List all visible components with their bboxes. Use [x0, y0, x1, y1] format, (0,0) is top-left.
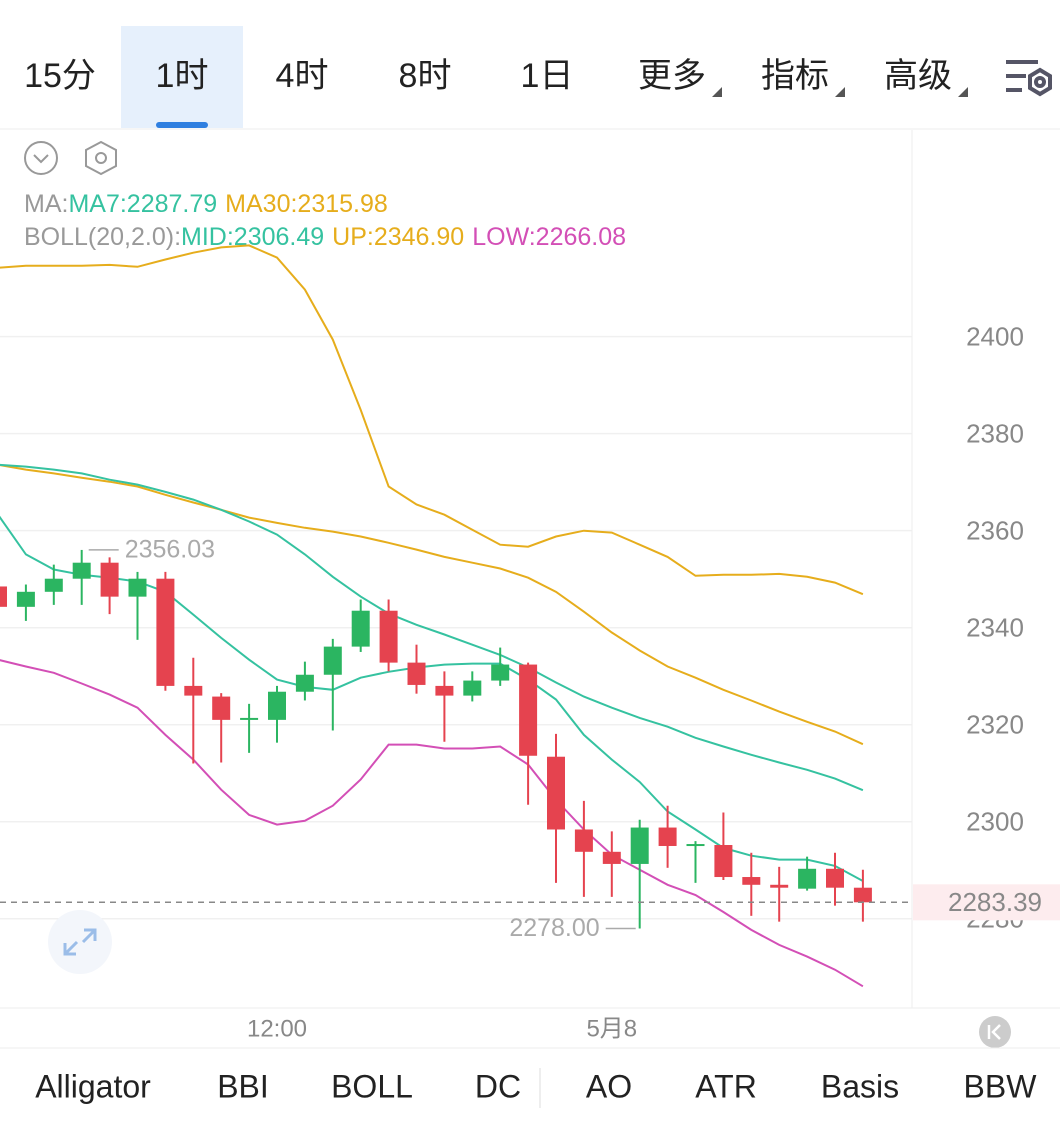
- candle-body: [295, 674, 314, 692]
- candle-body: [853, 887, 872, 903]
- indicator-line: [0, 659, 864, 988]
- plot: [0, 244, 872, 988]
- candle-body: [212, 696, 231, 720]
- candle-body: [100, 562, 119, 597]
- candle-body: [156, 578, 175, 686]
- indicator-tab[interactable]: BBI: [217, 1068, 269, 1104]
- x-tick-label: 5月8: [586, 1015, 637, 1042]
- candle-body: [826, 868, 844, 888]
- indicator-tab[interactable]: BOLL: [331, 1068, 413, 1104]
- candle-body: [602, 851, 621, 864]
- candle-body: [519, 664, 538, 756]
- y-tick-label: 2400: [966, 322, 1024, 352]
- legend: MA:MA7:2287.79 MA30:2315.98BOLL(20,2.0):M…: [24, 190, 626, 251]
- timeframe-tab[interactable]: 更多: [638, 57, 706, 95]
- timeframe-tab[interactable]: 1日: [521, 57, 574, 95]
- legend-row: BOLL(20,2.0):MID:2306.49 UP:2346.90 LOW:22…: [24, 223, 626, 251]
- x-tick-label: 12:00: [247, 1015, 307, 1042]
- legend-item: UP:2346.90: [332, 223, 464, 251]
- legend-group-label: BOLL(20,2.0):: [24, 223, 181, 251]
- collapse-icon[interactable]: [24, 141, 58, 175]
- indicator-line: [0, 244, 864, 596]
- candle-body: [435, 685, 454, 696]
- timeframe-tab[interactable]: 8时: [399, 57, 452, 95]
- legend-item: MA7:2287.79: [68, 190, 217, 218]
- indicator-line: [0, 464, 864, 746]
- legend-group-label: MA:: [24, 190, 68, 218]
- indicator-tab[interactable]: AO: [586, 1068, 632, 1104]
- candle-body: [128, 578, 147, 597]
- timeframe-tab[interactable]: 1时: [156, 57, 209, 95]
- candle-body: [0, 586, 7, 607]
- indicator-line: [0, 515, 864, 882]
- candle-body: [574, 829, 593, 852]
- candle-body: [491, 664, 510, 681]
- timeframe-tab[interactable]: 高级: [884, 57, 952, 95]
- candle-body: [630, 827, 649, 864]
- overlay: 2283.39 2356.03 2278.00: [0, 536, 1060, 942]
- indicator-tab[interactable]: Basis: [821, 1068, 899, 1104]
- candle-body: [407, 662, 426, 685]
- extreme-label: 2278.00: [509, 914, 599, 942]
- candle-body: [658, 827, 677, 846]
- active-tab-bg: [121, 26, 243, 128]
- timeframe-tabs: 15分 1时 4时 8时 1日 更多 指标 高级: [24, 26, 968, 128]
- indicator-tab[interactable]: Alligator: [35, 1068, 151, 1104]
- candle-body: [379, 610, 398, 663]
- legend-item: LOW:2266.08: [472, 223, 626, 251]
- last-price-label: 2283.39: [948, 887, 1042, 917]
- y-tick-label: 2340: [966, 613, 1024, 643]
- settings-icon[interactable]: [1006, 60, 1052, 97]
- candle-body: [268, 691, 286, 720]
- fullscreen-button[interactable]: [48, 910, 112, 974]
- candle-body: [72, 562, 91, 579]
- y-tick-label: 2300: [966, 807, 1024, 837]
- y-tick-label: 2320: [966, 710, 1024, 740]
- candle-body: [770, 884, 789, 888]
- indicator-tab[interactable]: BBW: [964, 1068, 1038, 1104]
- candle-body: [798, 868, 817, 889]
- dropdown-caret: [835, 87, 845, 97]
- candle-body: [547, 756, 565, 830]
- scroll-back-button[interactable]: [979, 1016, 1011, 1048]
- y-tick-label: 2360: [966, 516, 1024, 546]
- candle-body: [742, 877, 761, 885]
- indicator-line: [0, 463, 864, 792]
- indicator-tab[interactable]: ATR: [695, 1068, 757, 1104]
- indicator-settings-icon[interactable]: [85, 140, 117, 176]
- dropdown-caret: [712, 87, 722, 97]
- candle-body: [184, 685, 203, 696]
- indicator-tabs: Alligator BBI BOLL DC AO ATR Basis BBW: [35, 1068, 1037, 1104]
- candle-body: [686, 844, 705, 847]
- extreme-label: 2356.03: [125, 536, 215, 564]
- candle-body: [714, 845, 733, 878]
- candle-body: [44, 578, 63, 592]
- candle-body: [351, 610, 370, 647]
- timeframe-tab[interactable]: 4时: [276, 57, 329, 95]
- y-tick-label: 2380: [966, 419, 1024, 449]
- timeframe-tab[interactable]: 指标: [761, 57, 829, 95]
- timeframe-tab[interactable]: 15分: [24, 57, 96, 95]
- candle-body: [240, 717, 259, 720]
- active-tab-indicator: [156, 122, 208, 128]
- candle-body: [463, 680, 482, 696]
- indicator-tab[interactable]: DC: [475, 1068, 521, 1104]
- candle-body: [323, 646, 342, 675]
- last-price-tag: [913, 884, 1060, 921]
- candle-body: [16, 591, 35, 607]
- dropdown-caret: [958, 87, 968, 97]
- legend-item: MA30:2315.98: [225, 190, 388, 218]
- legend-row: MA:MA7:2287.79 MA30:2315.98: [24, 190, 388, 218]
